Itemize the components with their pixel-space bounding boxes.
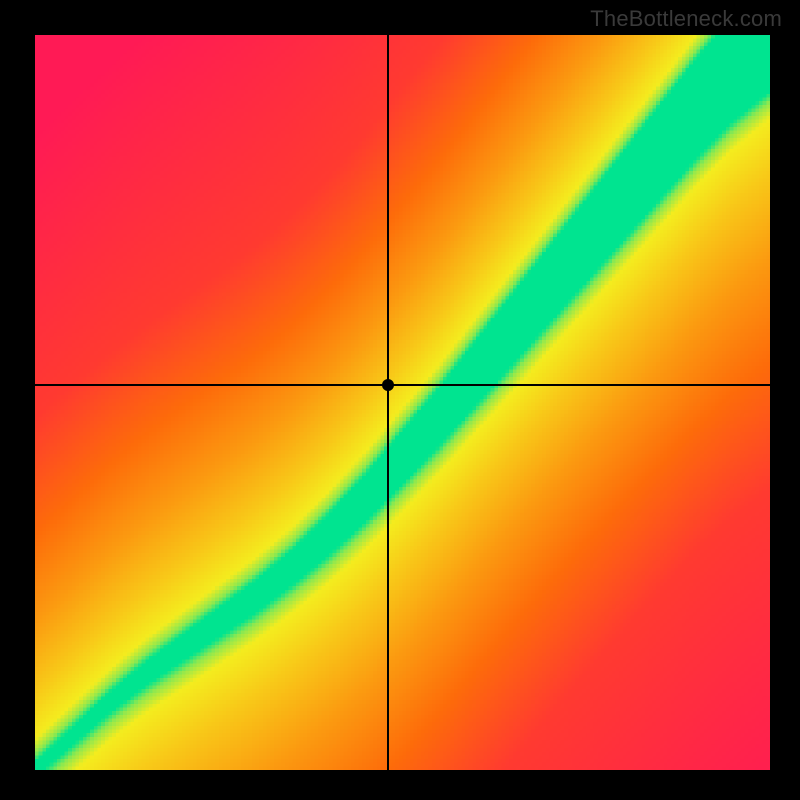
crosshair-marker [382, 379, 394, 391]
watermark-text: TheBottleneck.com [590, 6, 782, 32]
heatmap-canvas [35, 35, 770, 770]
heatmap-plot [35, 35, 770, 770]
crosshair-vertical [387, 35, 389, 770]
crosshair-horizontal [35, 384, 770, 386]
